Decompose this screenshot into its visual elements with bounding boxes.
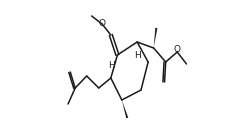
Polygon shape (122, 100, 128, 118)
Polygon shape (154, 28, 157, 48)
Text: H: H (134, 52, 141, 61)
Text: O: O (174, 45, 181, 54)
Text: O: O (98, 19, 106, 29)
Text: H: H (109, 61, 115, 69)
